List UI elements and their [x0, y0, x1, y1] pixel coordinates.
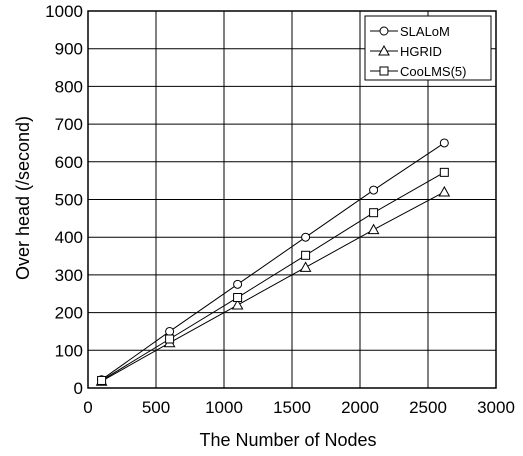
y-tick-label: 500 [55, 191, 83, 210]
data-point-slalom [369, 185, 379, 195]
x-tick-label: 500 [142, 398, 170, 417]
x-tick-label: 2500 [409, 398, 447, 417]
series-line-slalom [101, 142, 445, 381]
legend-label-coolms-5: CooLMS(5) [400, 64, 466, 79]
y-tick-label: 700 [55, 115, 83, 134]
legend-marker-slalom [379, 26, 389, 36]
data-point-hgrid [299, 261, 312, 272]
y-tick-label: 300 [55, 266, 83, 285]
series-line-hgrid [101, 191, 445, 382]
x-tick-label: 0 [83, 398, 92, 417]
y-tick-label: 0 [74, 379, 83, 398]
y-tick-label: 900 [55, 40, 83, 59]
data-point-hgrid [367, 223, 380, 235]
series-layer [95, 138, 451, 386]
tick-labels: 0 100 200 300 400 500 600 700 800 900 1000 0 500 1000… [45, 2, 515, 417]
x-tick-label: 3000 [477, 398, 515, 417]
data-point-coolms-5 [439, 167, 449, 177]
series-coolms-5 [97, 167, 449, 385]
y-tick-label: 400 [55, 228, 83, 247]
series-line-coolms-5 [101, 171, 445, 381]
data-point-coolms-5 [369, 208, 379, 218]
legend-marker-hgrid [378, 44, 390, 56]
x-tick-label: 2000 [341, 398, 379, 417]
plot-frame [87, 10, 497, 389]
legend: SLALoM HGRID CooLMS(5) [364, 15, 492, 81]
series-hgrid [95, 185, 451, 386]
x-tick-label: 1000 [205, 398, 243, 417]
legend-marker-coolms-5 [379, 66, 389, 76]
data-point-coolms-5 [165, 334, 175, 344]
data-point-hgrid [231, 299, 244, 310]
legend-label-hgrid: HGRID [400, 44, 442, 59]
data-point-slalom [165, 326, 175, 336]
legend-label-slalom: SLALoM [400, 24, 450, 39]
y-tick-label: 800 [55, 77, 83, 96]
data-point-coolms-5 [233, 293, 243, 303]
y-tick-label: 1000 [45, 2, 83, 21]
x-axis-label: The Number of Nodes [199, 430, 376, 450]
y-tick-label: 100 [55, 341, 83, 360]
data-point-coolms-5 [97, 375, 107, 385]
series-slalom [97, 138, 449, 385]
y-axis-label: Over head (/second) [13, 116, 33, 280]
x-tick-label: 1500 [273, 398, 311, 417]
data-point-coolms-5 [301, 250, 311, 260]
data-point-slalom [439, 138, 449, 148]
data-point-slalom [301, 232, 311, 242]
data-point-hgrid [438, 185, 451, 197]
y-tick-label: 600 [55, 153, 83, 172]
y-tick-label: 200 [55, 304, 83, 323]
data-point-slalom [233, 279, 243, 289]
